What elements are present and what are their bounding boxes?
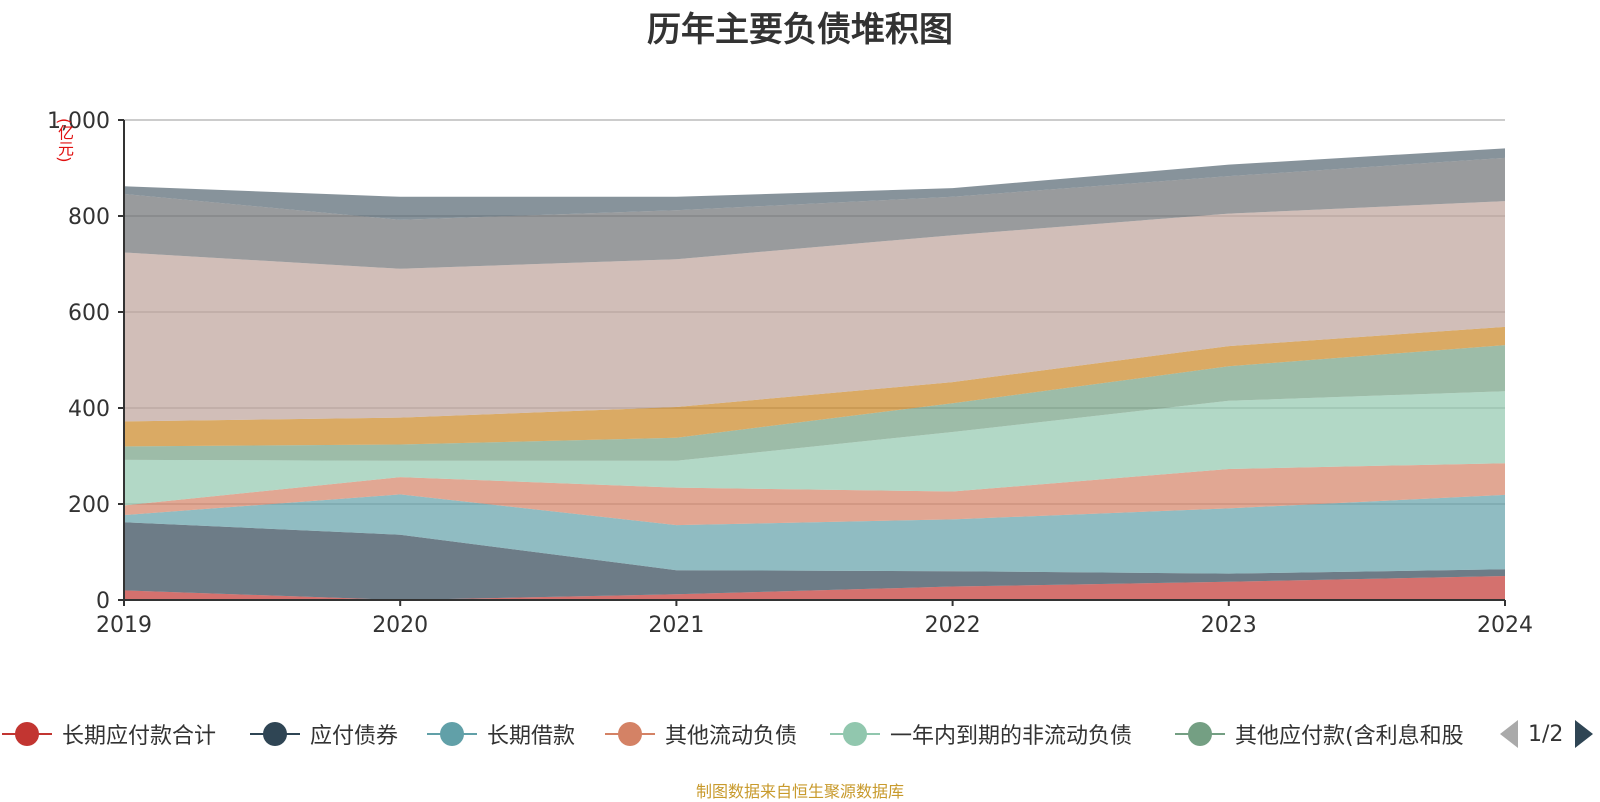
legend-item-label: 其他流动负债 <box>665 724 798 749</box>
stacked-areas <box>124 148 1505 600</box>
legend-item-label: 长期借款 <box>487 724 576 749</box>
area-series-9 <box>124 148 1505 220</box>
legend-item-1[interactable]: 应付债券 <box>250 716 398 752</box>
y-axis-unit-label: (亿元) <box>55 118 74 163</box>
legend-marker-icon <box>250 722 300 746</box>
area-series-0 <box>124 576 1505 600</box>
legend-item-label: 一年内到期的非流动负债 <box>890 724 1133 749</box>
legend-marker-icon <box>830 722 880 746</box>
x-tick-label: 2023 <box>1201 613 1257 638</box>
legend-item-label: 其他应付款(含利息和股 <box>1235 724 1464 749</box>
y-tick-label: 800 <box>68 205 110 230</box>
y-tick-label: 400 <box>68 397 110 422</box>
area-series-4 <box>124 391 1505 506</box>
legend-item-2[interactable]: 长期借款 <box>427 716 575 752</box>
chart-title: 历年主要负债堆积图 <box>647 10 953 50</box>
legend-next-page-icon[interactable] <box>1575 720 1594 748</box>
x-tick-label: 2019 <box>96 613 152 638</box>
legend-pager: 1/2 <box>1500 716 1594 752</box>
x-tick-label: 2021 <box>648 613 704 638</box>
y-tick-label: 200 <box>68 493 110 518</box>
legend-prev-page-icon[interactable] <box>1500 720 1518 748</box>
area-series-1 <box>124 522 1505 600</box>
x-tick-label: 2024 <box>1477 613 1533 638</box>
chart-plot: 0 200 400 600 800 1,000 2019 2020 2021 2022 2023 20… <box>47 109 1533 638</box>
legend-item-5[interactable]: 其他应付款(含利息和股 <box>1175 716 1464 752</box>
area-series-8 <box>124 157 1505 269</box>
x-tick-label: 2020 <box>372 613 428 638</box>
y-tick-label: 0 <box>96 589 110 614</box>
axes: 0 200 400 600 800 1,000 2019 2020 2021 2022 2023 20… <box>47 109 1533 638</box>
legend-marker-icon <box>605 722 655 746</box>
y-tick-label: 600 <box>68 301 110 326</box>
legend-item-label: 长期应付款合计 <box>62 724 217 749</box>
legend-marker-icon <box>2 722 52 746</box>
legend-item-0[interactable]: 长期应付款合计 <box>2 716 216 752</box>
legend-item-4[interactable]: 一年内到期的非流动负债 <box>830 716 1132 752</box>
legend-page-indicator: 1/2 <box>1528 721 1564 747</box>
area-series-3 <box>124 463 1505 526</box>
legend-marker-icon <box>1175 722 1225 746</box>
y-tick-label: 1,000 <box>47 109 110 134</box>
legend-item-3[interactable]: 其他流动负债 <box>605 716 797 752</box>
legend[interactable]: 长期应付款合计 应付债券 长期借款 其他流动负债 一年内到期的非流动负债 其他应付款(含利… <box>0 716 1600 752</box>
area-series-7 <box>124 201 1505 422</box>
area-series-5 <box>124 345 1505 461</box>
legend-marker-icon <box>427 722 477 746</box>
x-tick-label: 2022 <box>925 613 981 638</box>
area-series-6 <box>124 326 1505 447</box>
source-note: 制图数据来自恒生聚源数据库 <box>695 782 904 801</box>
legend-item-label: 应付债券 <box>310 724 399 749</box>
area-series-2 <box>124 494 1505 574</box>
